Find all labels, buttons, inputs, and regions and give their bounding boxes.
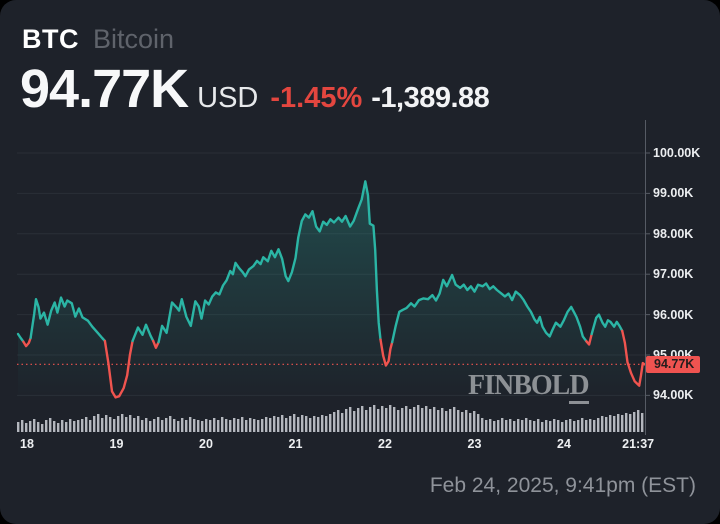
x-axis-label: 19 xyxy=(109,437,124,451)
price-currency: USD xyxy=(197,82,259,114)
y-axis-label: 97.00K xyxy=(653,267,694,282)
x-axis-label: 18 xyxy=(20,437,34,451)
finbold-watermark: FINBOLD xyxy=(468,370,590,404)
y-axis-label: 98.00K xyxy=(653,226,694,241)
price-line xyxy=(16,180,646,399)
y-axis-label: 96.00K xyxy=(653,307,694,322)
axis-lines xyxy=(645,120,650,435)
ticker-row: BTC Bitcoin xyxy=(22,24,174,55)
current-price-badge: 94.77K xyxy=(646,355,701,373)
y-axis-label: 94.00K xyxy=(653,388,694,403)
x-axis-label: 24 xyxy=(557,437,571,451)
ticker-name: Bitcoin xyxy=(93,24,175,54)
price-row: 94.77K USD -1.45% -1,389.88 xyxy=(20,59,490,119)
price-change-absolute: -1,389.88 xyxy=(371,82,490,114)
y-axis-label: 99.00K xyxy=(653,186,694,201)
x-axis-label: 23 xyxy=(467,437,482,451)
x-axis-label: 22 xyxy=(378,437,392,451)
watermark-text: FINBOL xyxy=(468,370,570,401)
x-axis-label: 20 xyxy=(199,437,213,451)
x-axis-label: 21 xyxy=(288,437,303,451)
area-fill xyxy=(18,181,645,400)
chart-timestamp: Feb 24, 2025, 9:41pm (EST) xyxy=(429,474,696,497)
watermark-text-last: D xyxy=(569,370,590,404)
volume-bars xyxy=(17,405,644,432)
y-axis-label: 100.00K xyxy=(653,146,701,160)
current-price: 94.77K xyxy=(20,59,189,119)
price-change-percent: -1.45% xyxy=(270,82,363,114)
x-axis-label: 21:37 xyxy=(622,437,655,451)
ticker-symbol: BTC xyxy=(22,24,79,54)
